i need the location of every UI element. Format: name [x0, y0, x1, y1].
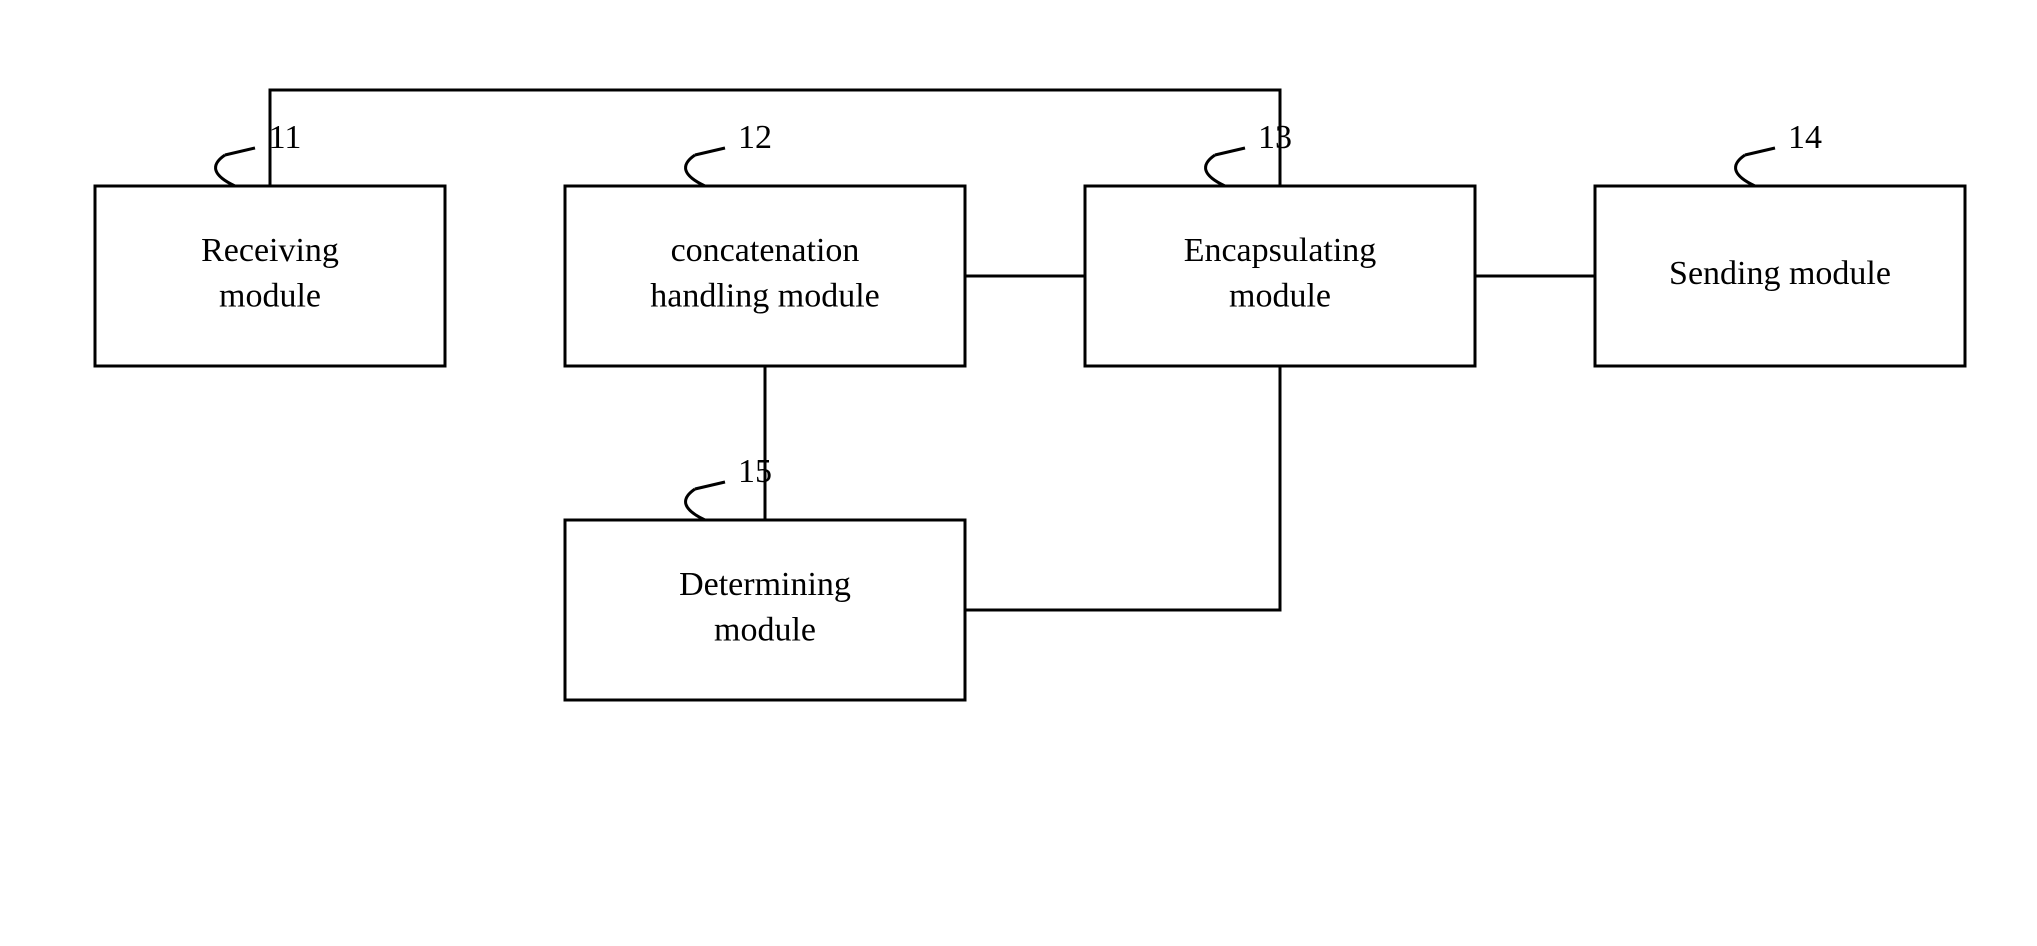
- edge-n11-n13: [270, 90, 1280, 186]
- node-label-n13-line1: module: [1229, 278, 1331, 315]
- node-label-n11-line0: Receiving: [201, 232, 339, 269]
- node-n13: Encapsulating module: [1085, 186, 1475, 366]
- node-label-n11-line1: module: [219, 278, 321, 315]
- callout-label-n15: 15: [738, 453, 772, 490]
- node-label-n12-line0: concatenation: [671, 232, 860, 269]
- node-n12: concatenation handling module: [565, 186, 965, 366]
- node-box-n15: [565, 520, 965, 700]
- node-box-n13: [1085, 186, 1475, 366]
- node-n15: Determining module: [565, 520, 965, 700]
- callout-label-n11: 11: [269, 119, 302, 156]
- callout-label-n14: 14: [1788, 119, 1822, 156]
- callout-tick-n11: [225, 148, 255, 155]
- callout-hook-n11: [216, 155, 235, 186]
- node-label-n15-line1: module: [714, 612, 816, 649]
- callout-tick-n13: [1215, 148, 1245, 155]
- node-box-n11: [95, 186, 445, 366]
- edge-n15-n13: [965, 366, 1280, 610]
- node-n11: Receiving module: [95, 186, 445, 366]
- node-label-n13-line0: Encapsulating: [1184, 232, 1377, 269]
- callout-tick-n14: [1745, 148, 1775, 155]
- node-label-n15-line0: Determining: [679, 566, 851, 603]
- node-label-n14-line0: Sending module: [1669, 255, 1891, 292]
- node-label-n12-line1: handling module: [650, 278, 879, 315]
- callout-label-n12: 12: [738, 119, 772, 156]
- callout-hook-n14: [1736, 155, 1755, 186]
- callout-hook-n15: [686, 489, 705, 520]
- callout-tick-n15: [695, 482, 725, 489]
- callout-label-n13: 13: [1258, 119, 1292, 156]
- node-box-n12: [565, 186, 965, 366]
- callout-hook-n12: [686, 155, 705, 186]
- callout-hook-n13: [1206, 155, 1225, 186]
- diagram-canvas: Receiving module concatenation handling mod…: [0, 0, 2037, 946]
- callout-tick-n12: [695, 148, 725, 155]
- node-n14: Sending module: [1595, 186, 1965, 366]
